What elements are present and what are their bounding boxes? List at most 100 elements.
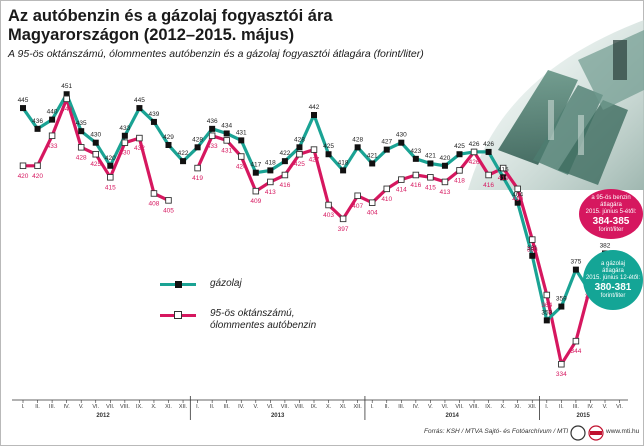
point-petrol — [427, 174, 434, 181]
legend-marker-petrol — [174, 311, 182, 319]
value-label-diesel: 425 — [454, 143, 465, 150]
x-tick-label: VII. — [455, 404, 464, 410]
point-diesel — [354, 144, 361, 151]
value-label-petrol: 424 — [236, 164, 247, 171]
point-diesel — [121, 132, 128, 139]
x-tick-label: VI. — [92, 404, 99, 410]
value-label-diesel: 417 — [250, 162, 261, 169]
x-tick-label: V. — [603, 404, 608, 410]
value-label-petrol: 420 — [18, 173, 29, 180]
agency-logos — [570, 424, 642, 442]
callout-petrol: a 95-ös benzin átlagára 2015. június 5-é… — [579, 189, 643, 239]
value-label-petrol: 410 — [381, 196, 392, 203]
value-label-petrol: 408 — [149, 200, 160, 207]
point-diesel — [252, 169, 259, 176]
value-label-diesel: 420 — [105, 155, 116, 162]
value-label-petrol: 430 — [119, 150, 130, 157]
x-tick-label: VI. — [442, 404, 449, 410]
value-label-diesel: 451 — [61, 83, 72, 90]
callout-diesel-line1: a gázolaj — [600, 260, 626, 267]
point-diesel — [500, 174, 507, 181]
value-label-petrol: 416 — [483, 182, 494, 189]
point-diesel — [209, 125, 216, 132]
x-tick-label: X. — [326, 404, 332, 410]
value-label-petrol: 407 — [352, 203, 363, 210]
point-petrol — [310, 146, 318, 153]
callout-petrol-line2: átlagára — [600, 201, 622, 208]
value-label-diesel: 353 — [541, 309, 552, 316]
point-diesel — [281, 158, 288, 165]
x-tick-label: II. — [35, 404, 40, 410]
point-petrol — [150, 190, 158, 197]
value-label-diesel: 381 — [527, 245, 538, 252]
legend-marker-diesel — [175, 281, 182, 288]
point-diesel — [558, 303, 565, 310]
callout-diesel: a gázolaj átlagára 2015. június 12-étől:… — [583, 250, 643, 310]
value-label-petrol: 449 — [61, 106, 72, 113]
point-petrol — [470, 148, 478, 156]
value-label-diesel: 431 — [236, 129, 247, 136]
point-petrol — [499, 164, 507, 172]
value-label-diesel: 375 — [570, 259, 581, 266]
series-markers — [19, 91, 623, 368]
point-petrol — [412, 171, 420, 179]
value-label-diesel: 435 — [76, 120, 87, 127]
x-tick-label: II. — [210, 404, 215, 410]
point-petrol — [48, 132, 56, 140]
point-diesel — [311, 112, 317, 118]
legend-label-diesel: gázolaj — [210, 278, 242, 289]
x-tick-label: III. — [398, 404, 405, 410]
point-diesel — [340, 167, 347, 174]
point-petrol — [165, 197, 172, 204]
point-petrol — [281, 171, 289, 179]
chart-subtitle: A 95-ös oktánszámú, ólommentes autóbenzi… — [8, 48, 424, 60]
point-petrol — [485, 171, 492, 179]
value-label-diesel: 426 — [483, 141, 494, 148]
callout-diesel-unit: forint/liter — [600, 292, 626, 299]
value-label-petrol: 419 — [498, 175, 509, 182]
point-petrol — [237, 153, 245, 160]
data-labels: 4454364404514354304204334454394294224284… — [18, 83, 626, 378]
value-label-petrol: 403 — [323, 212, 334, 219]
point-diesel — [529, 252, 536, 259]
point-diesel — [165, 142, 172, 148]
callout-diesel-line2: átlagára — [602, 267, 624, 274]
point-petrol — [92, 150, 99, 158]
value-label-petrol: 416 — [279, 182, 290, 189]
x-tick-label: II. — [384, 404, 389, 410]
point-diesel — [223, 130, 230, 137]
point-diesel — [456, 151, 463, 158]
point-petrol — [77, 144, 85, 151]
point-petrol — [208, 132, 216, 140]
series-line-diesel — [21, 92, 607, 322]
point-diesel — [485, 148, 492, 155]
year-label: 2014 — [446, 413, 460, 419]
value-label-petrol: 425 — [90, 161, 101, 168]
value-label-diesel: 434 — [221, 122, 232, 129]
website-url: www.mti.hu — [606, 428, 640, 435]
x-tick-label: IX. — [311, 404, 318, 410]
point-diesel — [514, 199, 521, 206]
x-tick-label: VI. — [267, 404, 274, 410]
value-label-diesel: 428 — [294, 136, 305, 143]
point-diesel — [150, 118, 157, 125]
callout-petrol-value: 384-385 — [592, 215, 630, 227]
callout-diesel-value: 380-381 — [594, 281, 632, 293]
x-tick-label: III. — [573, 404, 580, 410]
x-tick-label: III. — [224, 404, 231, 410]
value-label-diesel: 418 — [265, 159, 276, 166]
x-tick-label: X. — [151, 404, 157, 410]
point-diesel — [412, 155, 419, 162]
x-tick-label: XI. — [340, 404, 347, 410]
value-label-diesel: 415 — [498, 166, 509, 173]
value-label-petrol: 418 — [454, 177, 465, 184]
value-label-petrol: 334 — [556, 371, 567, 378]
x-tick-label: XI. — [165, 404, 172, 410]
point-petrol — [63, 95, 70, 103]
value-label-diesel: 422 — [178, 150, 189, 157]
year-label: 2013 — [271, 413, 285, 419]
value-label-diesel: 427 — [381, 139, 392, 146]
x-tick-label: IX. — [136, 404, 143, 410]
x-tick-label: I. — [21, 404, 25, 410]
